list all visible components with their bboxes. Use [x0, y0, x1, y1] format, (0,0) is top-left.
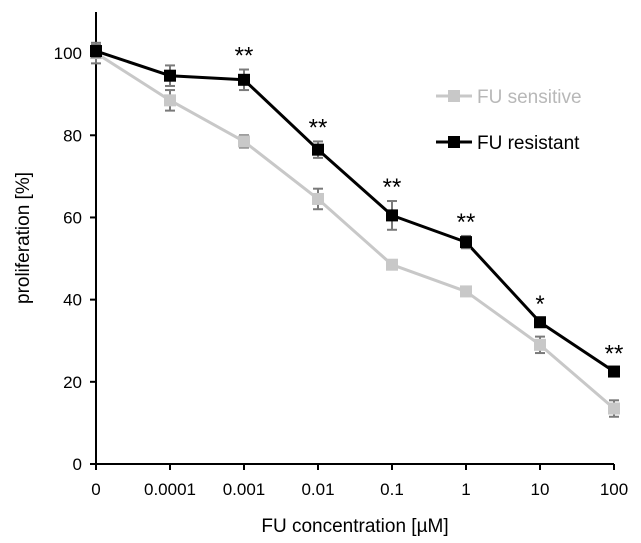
data-point — [608, 365, 620, 378]
significance-label: ** — [309, 114, 328, 141]
x-tick-label: 10 — [531, 480, 550, 499]
x-tick-label: 0.01 — [301, 480, 334, 499]
x-tick-label: 0 — [91, 480, 100, 499]
data-point — [238, 73, 250, 86]
y-tick-label: 60 — [63, 208, 82, 227]
legend-label: FU sensitive — [477, 87, 582, 108]
data-point — [164, 69, 176, 82]
data-point — [386, 209, 398, 222]
data-point — [534, 338, 546, 351]
y-axis-title: proliferation [%] — [13, 172, 34, 304]
x-tick-label: 1 — [461, 480, 470, 499]
y-tick-label: 40 — [63, 291, 82, 310]
significance-label: ** — [383, 174, 402, 201]
x-axis-title: FU concentration [µM] — [261, 516, 448, 537]
legend: FU sensitive FU resistant — [436, 87, 582, 154]
data-point — [386, 258, 398, 271]
y-tick-label: 0 — [73, 455, 82, 474]
y-tick-label: 100 — [54, 44, 82, 63]
data-point — [460, 236, 472, 249]
legend-item: FU resistant — [436, 133, 580, 154]
series-group — [90, 41, 620, 418]
y-tick-label: 20 — [63, 373, 82, 392]
significance-label: ** — [605, 340, 624, 367]
data-point — [312, 192, 324, 205]
axes: 0 20 40 60 80 100 0 0.0001 0.001 0.01 0.1 1 10 100 — [54, 12, 628, 499]
data-point — [164, 94, 176, 107]
data-point — [534, 316, 546, 329]
x-tick-label: 100 — [600, 480, 628, 499]
series-fu-sensitive — [90, 41, 620, 418]
legend-marker — [448, 90, 460, 102]
series-line — [95, 49, 615, 373]
legend-label: FU resistant — [477, 133, 580, 154]
x-tick-label: 0.1 — [380, 480, 404, 499]
data-point — [460, 285, 472, 298]
legend-item: FU sensitive — [436, 87, 582, 108]
x-tick-label: 0.001 — [223, 480, 266, 499]
significance-label: ** — [457, 209, 476, 236]
data-point — [238, 135, 250, 148]
series-fu-resistant — [90, 43, 620, 378]
data-point — [90, 45, 102, 58]
significance-annotations: *********** — [235, 43, 624, 368]
significance-label: ** — [235, 43, 254, 70]
y-tick-label: 80 — [63, 126, 82, 145]
data-point — [608, 402, 620, 415]
x-tick-label: 0.0001 — [144, 480, 196, 499]
significance-label: * — [535, 291, 544, 318]
data-point — [312, 143, 324, 156]
legend-marker — [448, 136, 460, 148]
series-line — [95, 51, 615, 410]
